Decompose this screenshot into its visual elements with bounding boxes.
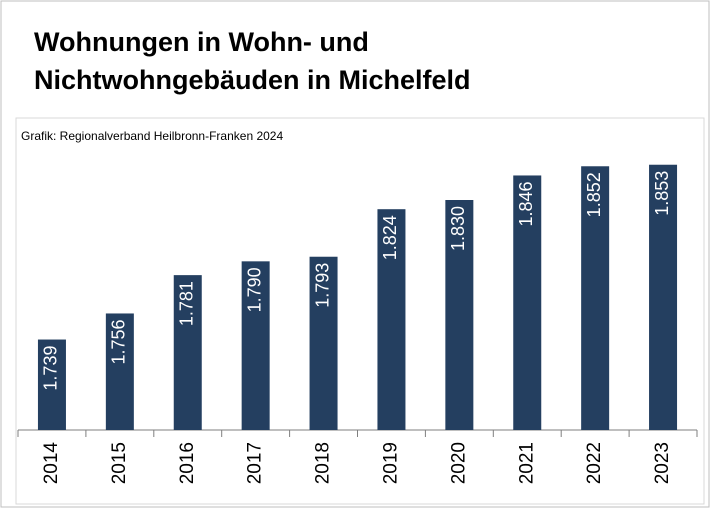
x-tick-label: 2021 [516,442,537,484]
x-tick-label: 2019 [380,442,401,484]
value-label: 1.830 [448,206,468,251]
bar [37,339,66,430]
x-tick-label: 2014 [41,442,62,485]
value-label: 1.739 [41,346,61,391]
bar [377,209,406,430]
bar [581,166,610,430]
bar [173,275,202,430]
x-tick-label: 2022 [584,442,605,484]
value-label: 1.756 [109,319,129,364]
value-label: 1.853 [652,171,672,216]
x-tick-label: 2017 [245,442,266,484]
bar [105,313,134,430]
x-tick-label: 2016 [177,442,198,484]
value-label: 1.824 [380,215,400,260]
bar [241,261,270,430]
value-label: 1.852 [584,172,604,217]
source: Grafik: Regionalverband Heilbronn-Franke… [21,129,283,143]
value-label: 1.793 [312,263,332,308]
x-tick-label: 2020 [448,442,469,484]
chart-title: Nichtwohngebäuden in Michelfeld [34,65,471,95]
x-tick-label: 2018 [313,442,334,484]
bar [309,256,338,430]
chart-title: Wohnungen in Wohn- und [34,27,369,57]
x-tick-label: 2015 [109,442,130,484]
bar [445,200,474,430]
value-label: 1.846 [516,181,536,226]
bar [649,164,678,430]
value-label: 1.790 [244,267,264,312]
value-label: 1.781 [177,281,197,326]
bar [513,175,542,430]
x-tick-label: 2023 [652,442,673,484]
